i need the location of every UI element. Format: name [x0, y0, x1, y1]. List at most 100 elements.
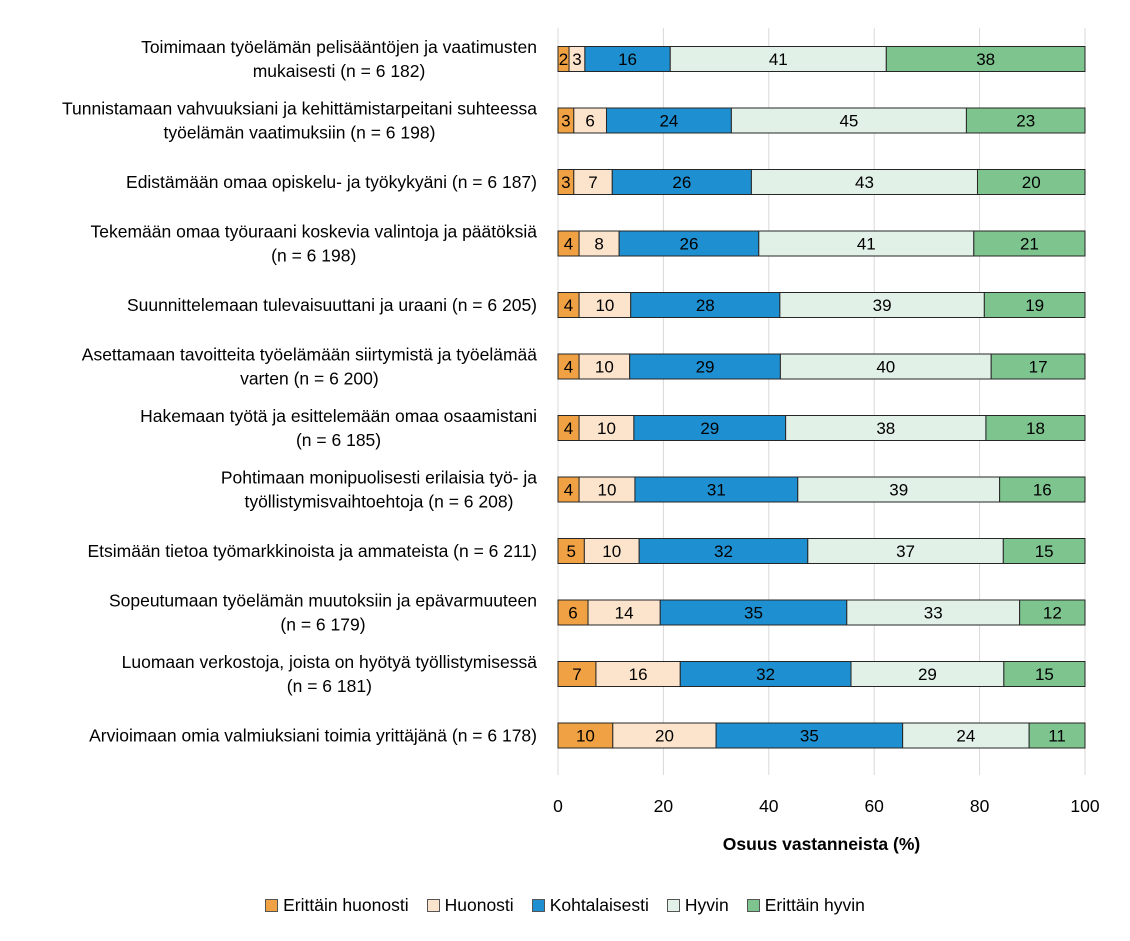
bar-segment: [1002, 538, 1086, 564]
data-label: 10: [602, 542, 621, 561]
data-label: 26: [679, 235, 698, 254]
data-label: 6: [568, 604, 577, 623]
category-label: (n = 6 181): [287, 676, 372, 696]
legend-swatch: [265, 899, 279, 912]
bar-segment: [634, 476, 799, 503]
bar-segment: [618, 230, 760, 257]
bar-segment: [638, 538, 809, 564]
category-labels: Toimimaan työelämän pelisääntöjen ja vaa…: [62, 37, 537, 746]
data-label: 38: [876, 419, 895, 438]
x-axis-title: Osuus vastanneista (%): [723, 834, 920, 854]
bar-segment: [730, 107, 967, 134]
bar-segment: [990, 353, 1086, 380]
data-label: 17: [1029, 358, 1048, 377]
bar-segment: [557, 722, 614, 749]
bar-segment: [985, 415, 1086, 441]
bar-segment: [1003, 661, 1086, 687]
bar-segment: [557, 599, 589, 626]
data-label: 40: [876, 358, 895, 377]
bar-segment: [1019, 599, 1086, 626]
data-label: 19: [1025, 296, 1044, 315]
data-label: 31: [707, 481, 726, 500]
bar-segment: [850, 661, 1005, 687]
data-label: 16: [629, 665, 648, 684]
data-label: 26: [672, 173, 691, 192]
x-tick-label: 80: [970, 796, 990, 816]
bar-segment: [885, 46, 1086, 72]
legend-label: Erittäin huonosti: [283, 895, 409, 915]
bars: 2 3 16 41 383 6 24 45 233 7 26 43 204 8 26 41 214 10 28 39 1…: [557, 46, 1086, 749]
data-label: 3: [561, 173, 570, 192]
data-label: 7: [588, 173, 597, 192]
data-label: 5: [566, 542, 575, 561]
bar-segment: [779, 292, 985, 318]
data-label: 41: [769, 50, 788, 69]
category-label: Hakemaan työtä ja esittelemään omaa osaa…: [140, 406, 537, 426]
data-label: 24: [956, 727, 975, 746]
legend-label: Huonosti: [444, 895, 514, 915]
category-label: työllistymisvaihtoehtoja (n = 6 208): [244, 492, 513, 512]
data-label: 16: [1033, 481, 1052, 500]
data-label: 10: [597, 419, 616, 438]
data-label: 15: [1035, 665, 1054, 684]
data-label: 32: [714, 542, 733, 561]
data-label: 16: [618, 50, 637, 69]
bar-segment: [983, 292, 1086, 318]
bar-segment: [1028, 722, 1086, 749]
data-label: 4: [564, 419, 573, 438]
bar-segment: [669, 46, 887, 72]
bar-segment: [578, 415, 635, 441]
category-label: Luomaan verkostoja, joista on hyötyä työ…: [122, 652, 538, 672]
data-label: 12: [1043, 604, 1062, 623]
data-label: 41: [857, 235, 876, 254]
data-label: 28: [696, 296, 715, 315]
bar-segment: [630, 292, 781, 318]
bar-segment: [584, 46, 671, 72]
bar-segment: [573, 169, 613, 195]
data-label: 4: [564, 235, 573, 254]
bar-segment: [583, 538, 640, 564]
legend-item: Huonosti: [426, 895, 514, 916]
legend-swatch: [666, 899, 680, 912]
chart: 2 3 16 41 383 6 24 45 233 7 26 43 204 8 26 41 214 10 28 39 1…: [62, 28, 1100, 854]
category-label: Etsimään tietoa työmarkkinoista ja ammat…: [87, 541, 537, 561]
data-label: 24: [659, 112, 678, 131]
data-label: 10: [595, 358, 614, 377]
data-label: 29: [918, 665, 937, 684]
category-label: Edistämään omaa opiskelu- ja työkykyäni …: [126, 172, 537, 192]
data-label: 3: [572, 50, 581, 69]
bar-segment: [578, 353, 631, 380]
data-label: 43: [855, 173, 874, 192]
legend-item: Kohtalaisesti: [531, 895, 649, 916]
data-label: 10: [595, 296, 614, 315]
data-label: 39: [889, 481, 908, 500]
data-label: 37: [896, 542, 915, 561]
category-label: Sopeutumaan työelämän muutoksiin ja epäv…: [109, 591, 537, 611]
bar-segment: [902, 722, 1030, 749]
bar-segment: [779, 353, 992, 380]
x-tick-label: 100: [1070, 796, 1099, 816]
legend-label: Hyvin: [684, 895, 729, 915]
category-label: Arvioimaan omia valmiuksiani toimia yrit…: [89, 726, 537, 746]
bar-segment: [807, 538, 1004, 564]
data-label: 38: [976, 50, 995, 69]
bar-segment: [976, 169, 1086, 195]
data-label: 33: [924, 604, 943, 623]
bar-segment: [595, 661, 681, 687]
bar-segment: [797, 476, 1001, 503]
data-label: 35: [800, 727, 819, 746]
category-label: Suunnittelemaan tulevaisuuttani ja uraan…: [127, 295, 537, 315]
bar-segment: [557, 538, 585, 564]
category-label: Tunnistamaan vahvuuksiani ja kehittämist…: [62, 99, 537, 119]
category-label: (n = 6 179): [280, 615, 365, 635]
data-label: 18: [1026, 419, 1045, 438]
bar-segment: [679, 661, 852, 687]
category-label: työelämän vaatimuksiin (n = 6 198): [164, 123, 436, 143]
data-label: 2: [559, 50, 568, 69]
data-label: 10: [576, 727, 595, 746]
bar-segment: [587, 599, 661, 626]
x-axis-ticks: 0 20 40 60 80 100: [553, 796, 1100, 816]
legend-item: Erittäin hyvin: [746, 895, 865, 916]
bar-segment: [715, 722, 904, 749]
data-label: 45: [839, 112, 858, 131]
